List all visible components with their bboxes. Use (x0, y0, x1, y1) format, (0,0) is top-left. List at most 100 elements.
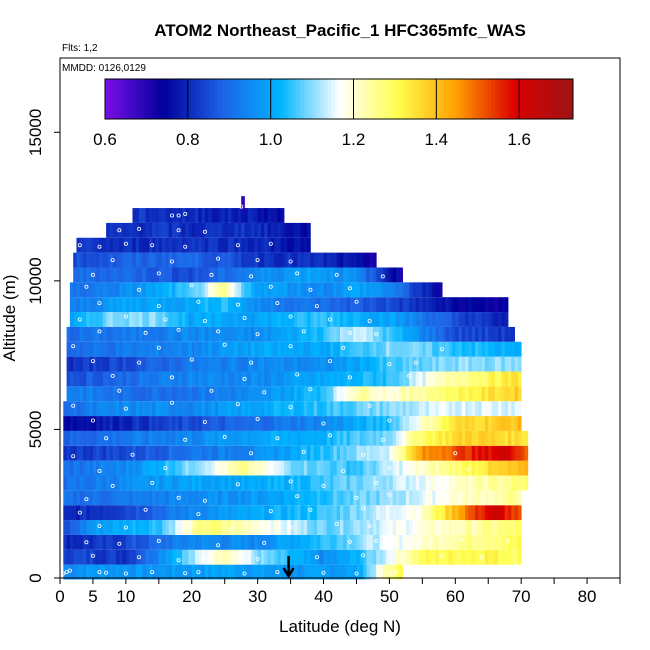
sample-marker (249, 451, 254, 456)
heatmap-cell (152, 297, 156, 313)
heatmap-cell (293, 386, 298, 402)
heatmap-cell (106, 282, 110, 298)
heatmap-cell (484, 430, 489, 446)
heatmap-cell (264, 416, 268, 431)
heatmap-cell (508, 445, 512, 461)
heatmap-cell (458, 520, 463, 535)
sample-marker (123, 525, 128, 530)
heatmap-cell (142, 312, 147, 327)
heatmap-cell (96, 341, 100, 357)
heatmap-cell (343, 297, 347, 313)
heatmap-cell (185, 475, 189, 491)
heatmap-cell (264, 445, 268, 461)
heatmap-cell (297, 386, 301, 402)
sample-marker (367, 403, 372, 408)
heatmap-cell (491, 445, 496, 461)
heatmap-cell (168, 445, 173, 461)
heatmap-cell (356, 475, 361, 491)
heatmap-cell (310, 252, 315, 268)
sample-marker (71, 454, 76, 459)
heatmap-cell (204, 416, 209, 431)
heatmap-cell (162, 505, 166, 521)
sample-marker (176, 495, 181, 500)
heatmap-cell (455, 475, 459, 491)
heatmap-cell (270, 312, 275, 327)
heatmap-cell (231, 520, 235, 535)
colorbar-segment (561, 79, 566, 119)
heatmap-cell (267, 564, 272, 580)
heatmap-cell (122, 549, 127, 565)
heatmap-cell (172, 386, 176, 402)
heatmap-cell (379, 445, 384, 461)
heatmap-cell (399, 312, 403, 327)
heatmap-cell (69, 564, 74, 580)
heatmap-cell (310, 416, 315, 431)
heatmap-cell (511, 416, 515, 431)
heatmap-cell (96, 312, 100, 327)
heatmap-cell (448, 475, 453, 491)
heatmap-cell (92, 312, 97, 327)
heatmap-cell (99, 445, 104, 461)
heatmap-cell (96, 237, 100, 253)
heatmap-cell (409, 326, 413, 342)
heatmap-cell (244, 341, 249, 357)
heatmap-cell (264, 282, 268, 298)
heatmap-cell (369, 267, 374, 283)
colorbar-segment (459, 79, 465, 119)
heatmap-cell (478, 371, 483, 387)
heatmap-cell (247, 208, 252, 223)
heatmap-cell (264, 267, 268, 283)
heatmap-cell (142, 222, 147, 238)
heatmap-cell (290, 549, 295, 565)
heatmap-cell (465, 430, 469, 446)
heatmap-cell (92, 505, 97, 521)
heatmap-cell (76, 282, 81, 298)
heatmap-cell (125, 267, 130, 283)
heatmap-cell (86, 505, 91, 521)
heatmap-cell (165, 356, 170, 372)
heatmap-cell (257, 386, 262, 402)
heatmap-cell (356, 371, 361, 387)
heatmap-cell (106, 312, 110, 327)
heatmap-cell (162, 267, 166, 283)
heatmap-cell (224, 490, 229, 506)
sample-marker (387, 466, 392, 471)
heatmap-cell (392, 326, 397, 342)
heatmap-cell (201, 564, 206, 580)
heatmap-cell (69, 401, 74, 417)
heatmap-cell (188, 341, 193, 357)
sample-marker (67, 568, 72, 573)
heatmap-cell (188, 252, 193, 268)
heatmap-cell (152, 534, 156, 550)
sample-marker (235, 243, 240, 248)
heatmap-cell (475, 341, 479, 357)
heatmap-cell (99, 341, 104, 357)
heatmap-cell (132, 490, 137, 506)
heatmap-cell (106, 505, 110, 521)
heatmap-cell (86, 490, 91, 506)
heatmap-cell (412, 401, 417, 417)
heatmap-cell (66, 520, 71, 535)
heatmap-cell (455, 386, 459, 402)
sample-marker (393, 570, 398, 575)
heatmap-cell (175, 401, 179, 417)
heatmap-cell (353, 297, 357, 313)
heatmap-cell (323, 549, 328, 565)
heatmap-cell (386, 282, 390, 298)
heatmap-cell (498, 297, 502, 313)
colorbar-tick-label: 1.6 (507, 130, 531, 149)
heatmap-cell (218, 416, 222, 431)
heatmap-cell (442, 534, 446, 550)
heatmap-cell (359, 252, 364, 268)
heatmap-cell (428, 326, 433, 342)
heatmap-cell (303, 237, 308, 253)
sample-marker (64, 570, 69, 575)
colorbar-segment (210, 79, 215, 119)
heatmap-cell (461, 341, 466, 357)
heatmap-cell (419, 386, 423, 402)
heatmap-cell (145, 297, 150, 313)
heatmap-cell (198, 371, 203, 387)
heatmap-cell (168, 549, 173, 565)
heatmap-cell (79, 445, 84, 461)
